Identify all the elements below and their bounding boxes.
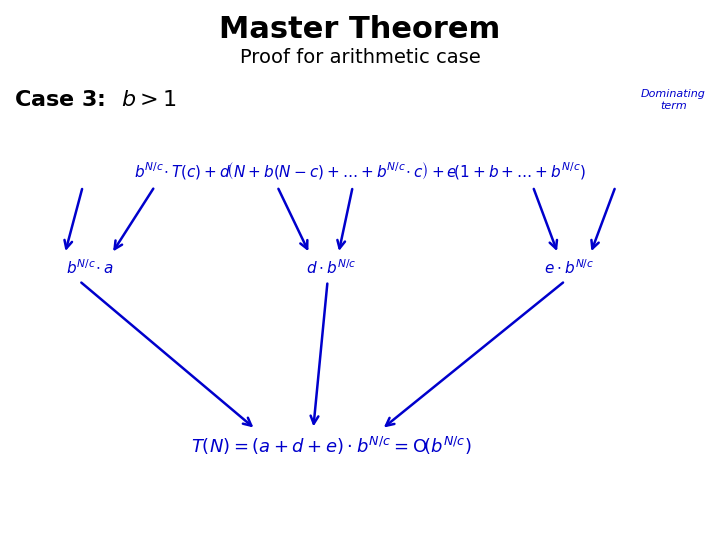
Text: $T(N)=\left(a+d+e\right)\cdot b^{N/c}=\mathrm{O}\!\left(b^{N/c}\right)$: $T(N)=\left(a+d+e\right)\cdot b^{N/c}=\m… (191, 435, 472, 456)
Text: Case 3:  $b > 1$: Case 3: $b > 1$ (14, 90, 177, 110)
Text: $b^{N/c}\!\cdot a$: $b^{N/c}\!\cdot a$ (66, 258, 114, 276)
Text: $e\cdot b^{N/c}$: $e\cdot b^{N/c}$ (544, 258, 594, 276)
Text: $b^{N/c}\!\cdot T(c)+d\!\left(N+b(N-c)+\ldots+b^{N/c}\!\cdot c\right)+e\!\left(1: $b^{N/c}\!\cdot T(c)+d\!\left(N+b(N-c)+\… (134, 160, 586, 180)
Text: Proof for arithmetic case: Proof for arithmetic case (240, 48, 480, 68)
Text: $d\cdot b^{N/c}$: $d\cdot b^{N/c}$ (306, 258, 356, 276)
Text: Dominating
term: Dominating term (641, 89, 706, 111)
Text: Master Theorem: Master Theorem (220, 15, 500, 44)
